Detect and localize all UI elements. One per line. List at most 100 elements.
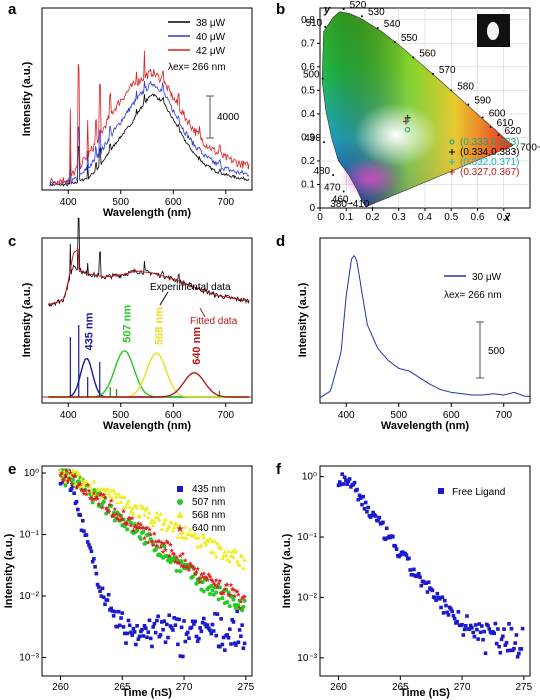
data-point <box>90 559 95 564</box>
data-point <box>96 501 102 507</box>
data-point <box>231 597 236 602</box>
data-point <box>200 580 205 585</box>
data-point <box>207 536 213 541</box>
data-point <box>171 525 177 530</box>
data-point <box>101 486 106 491</box>
data-point <box>216 580 222 586</box>
data-point <box>201 535 207 540</box>
data-point <box>190 619 195 624</box>
x-tick-label: 700 <box>217 410 234 421</box>
series-line-38W <box>49 93 250 188</box>
data-point <box>446 613 451 617</box>
data-point <box>241 604 246 609</box>
data-point <box>163 547 168 552</box>
data-point <box>133 523 139 529</box>
data-point <box>148 520 153 525</box>
data-point <box>209 631 214 636</box>
data-point <box>507 622 511 626</box>
data-point <box>200 532 205 537</box>
panel-label-d: d <box>276 233 285 250</box>
legend-42uw: 42 μW <box>196 46 226 57</box>
data-point <box>92 557 96 561</box>
data-point <box>106 509 112 515</box>
data-point <box>129 506 135 511</box>
data-point <box>153 630 158 635</box>
data-point <box>183 639 188 644</box>
panel-e-axes <box>41 465 253 677</box>
data-point <box>134 505 140 510</box>
data-point <box>78 513 83 517</box>
data-point <box>91 490 97 496</box>
data-point <box>197 636 201 641</box>
data-point <box>119 616 123 620</box>
data-point <box>158 511 163 516</box>
data-point <box>513 641 517 645</box>
data-point <box>178 654 183 658</box>
data-point <box>242 598 247 603</box>
data-point <box>127 623 132 628</box>
data-point <box>193 619 197 624</box>
series-line-40W <box>49 80 250 186</box>
data-point <box>139 629 143 634</box>
data-point <box>221 590 226 596</box>
data-point <box>231 586 236 592</box>
data-point <box>165 540 171 545</box>
annot-fitted: Fitted data <box>190 316 238 327</box>
data-point <box>104 511 109 516</box>
cie-point <box>404 117 411 124</box>
data-point <box>192 622 196 626</box>
data-point <box>336 483 341 488</box>
data-point <box>478 630 483 635</box>
data-point <box>230 594 235 599</box>
data-point <box>162 619 167 623</box>
data-point <box>135 624 139 628</box>
data-point <box>404 553 409 557</box>
data-point <box>61 476 67 482</box>
data-point <box>228 582 234 588</box>
data-point <box>98 589 102 593</box>
data-point <box>122 631 127 636</box>
data-point <box>121 508 126 514</box>
data-point <box>167 524 172 529</box>
wavelength-label: 610 <box>497 118 514 129</box>
data-point <box>358 496 363 500</box>
x-tick-label: 400 <box>60 197 77 208</box>
y-tick-label: 0.2 <box>301 156 315 167</box>
data-point <box>58 481 63 486</box>
x-tick-label: 600 <box>165 410 182 421</box>
data-point <box>184 535 189 540</box>
wavelength-label: 620 <box>505 126 522 137</box>
panel-label-f: f <box>276 461 282 478</box>
data-point <box>215 584 220 590</box>
data-point <box>468 623 473 628</box>
data-point <box>106 592 111 597</box>
data-point <box>370 513 374 518</box>
data-point <box>229 642 233 646</box>
panel-f-axes <box>319 465 531 677</box>
data-point <box>169 625 174 630</box>
data-point <box>128 522 134 528</box>
data-point <box>152 519 157 524</box>
data-point <box>215 612 220 616</box>
data-point <box>424 581 429 585</box>
data-point <box>238 599 244 604</box>
data-point <box>435 591 440 596</box>
data-point <box>93 494 99 500</box>
data-point <box>82 529 86 533</box>
data-point <box>177 553 183 559</box>
panel-f-ylabel: Intensity (a.u.) <box>281 533 293 608</box>
data-point <box>179 559 184 564</box>
data-point <box>212 582 218 587</box>
data-point <box>377 515 382 520</box>
data-point <box>61 480 65 485</box>
data-point <box>163 640 168 645</box>
data-point <box>160 549 166 555</box>
data-point <box>384 526 389 531</box>
panel-label-c: c <box>8 233 16 250</box>
data-point <box>169 547 175 553</box>
data-point <box>81 491 87 496</box>
panel-a: a 400 500 600 700 Wavelength (nm) Intensity… <box>8 1 253 219</box>
data-point <box>505 648 510 653</box>
data-point <box>113 609 117 614</box>
